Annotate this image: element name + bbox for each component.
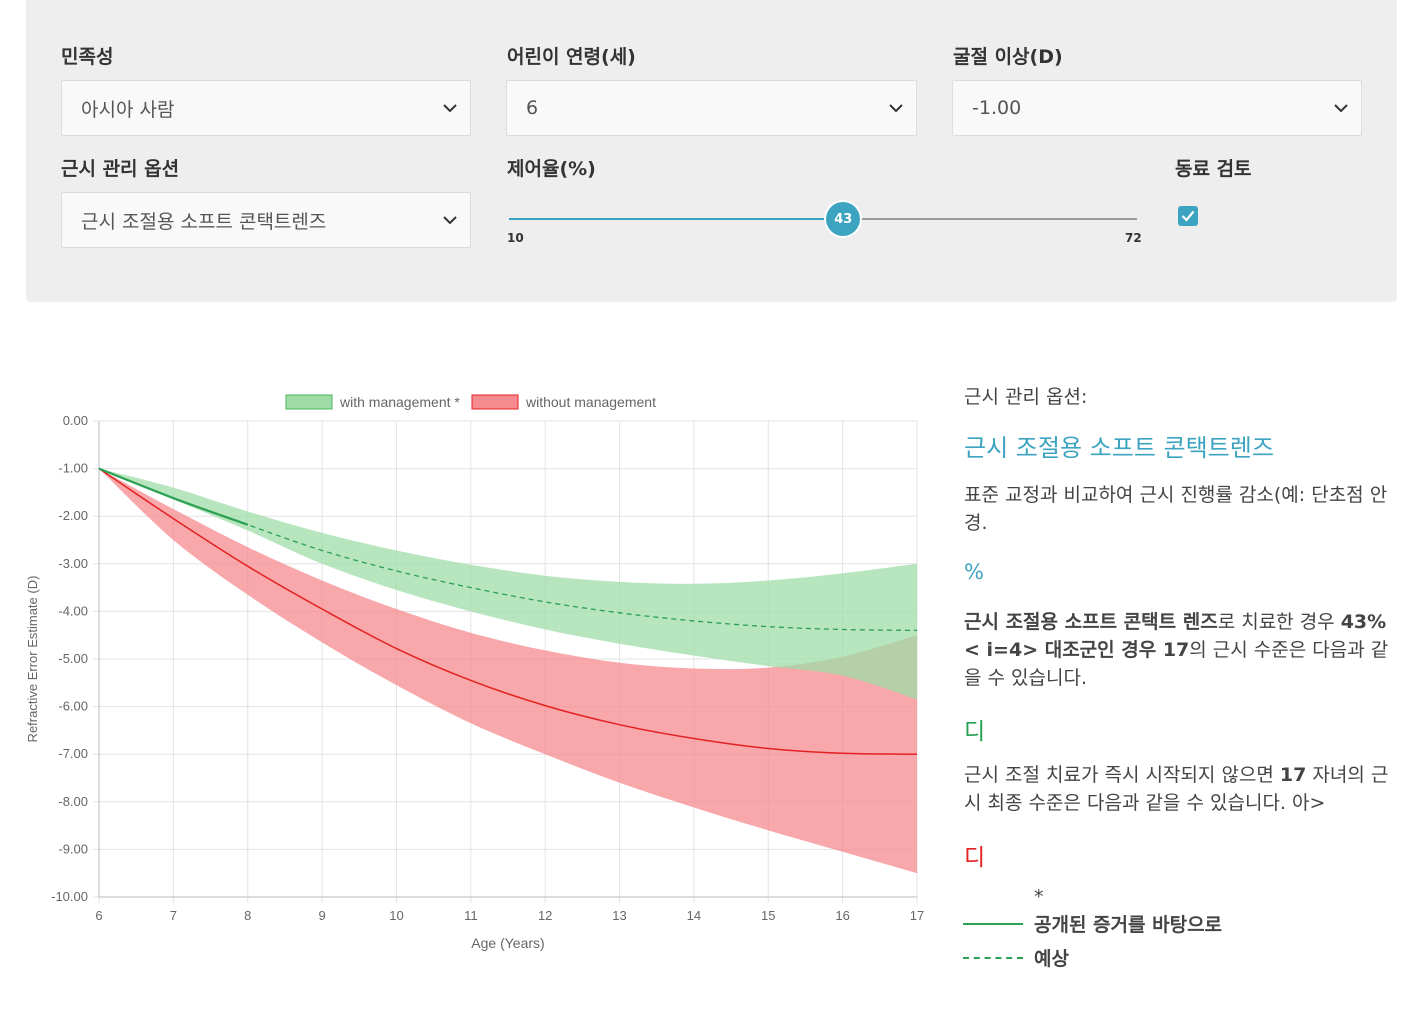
y-tick-label: -10.00 bbox=[51, 889, 88, 904]
y-tick-label: -9.00 bbox=[58, 841, 88, 856]
efficacy-slider-thumb[interactable]: 43 bbox=[826, 202, 861, 236]
legend-asterisk: * bbox=[1034, 886, 1044, 908]
option-description: 표준 교정과 비교하여 근시 진행률 감소(예: 단초점 안경. bbox=[964, 484, 1388, 534]
chevron-down-icon bbox=[1321, 80, 1361, 136]
final-age: 17 bbox=[1279, 764, 1307, 786]
legend-label-without: without management bbox=[525, 394, 656, 410]
legend-swatch-with bbox=[285, 394, 333, 410]
treatment-name: 근시 조절용 소프트 콘택트 렌즈 bbox=[964, 611, 1218, 633]
control-panel bbox=[26, 0, 1397, 302]
x-tick-label: 14 bbox=[687, 908, 701, 923]
y-tick-label: -4.00 bbox=[58, 603, 88, 618]
y-axis-title: Refractive Error Estimate (D) bbox=[25, 576, 40, 743]
slider-min-label: 10 bbox=[507, 231, 524, 245]
x-tick-label: 6 bbox=[95, 908, 102, 923]
legend-label-with: with management * bbox=[339, 394, 460, 410]
y-tick-label: -3.00 bbox=[58, 556, 88, 571]
with-management-line-evidence bbox=[98, 467, 249, 526]
x-axis-title: Age (Years) bbox=[471, 935, 544, 951]
option-title: 근시 조절용 소프트 콘택트렌즈 bbox=[964, 434, 1274, 462]
ethnicity-label: 민족성 bbox=[61, 46, 114, 68]
without-management-text: 근시 조절 치료가 즉시 시작되지 않으면 17 자녀의 근시 최종 수준은 다… bbox=[964, 761, 1399, 817]
with-management-band bbox=[99, 468, 917, 700]
x-tick-label: 15 bbox=[761, 908, 775, 923]
y-tick-label: -8.00 bbox=[58, 794, 88, 809]
efficacy-label: 제어율(%) bbox=[507, 158, 596, 180]
y-tick-label: -6.00 bbox=[58, 699, 88, 714]
y-tick-label: 0.00 bbox=[63, 413, 88, 428]
treatment-text: 로 치료한 경우 bbox=[1217, 611, 1341, 633]
x-tick-label: 11 bbox=[464, 908, 478, 923]
peer-review-label: 동료 검토 bbox=[1175, 158, 1252, 180]
legend-solid-text: 공개된 증거를 바탕으로 bbox=[1034, 914, 1223, 936]
with-management-result: 디 bbox=[964, 719, 986, 745]
peer-review-checkbox[interactable] bbox=[1178, 206, 1198, 226]
management-value: 근시 조절용 소프트 콘택트렌즈 bbox=[81, 210, 327, 233]
x-tick-label: 10 bbox=[389, 908, 403, 923]
option-label: 근시 관리 옵션: bbox=[964, 386, 1088, 408]
slider-max-label: 72 bbox=[1125, 231, 1142, 245]
x-tick-label: 17 bbox=[910, 908, 924, 923]
chevron-down-icon bbox=[430, 192, 470, 248]
checkmark-icon bbox=[1181, 210, 1195, 222]
y-tick-label: -2.00 bbox=[58, 508, 88, 523]
x-tick-label: 16 bbox=[835, 908, 849, 923]
management-label: 근시 관리 옵션 bbox=[61, 158, 180, 180]
percent-symbol: % bbox=[964, 560, 984, 584]
refraction-value: -1.00 bbox=[972, 97, 1022, 119]
solid-line-legend bbox=[963, 923, 1023, 925]
age-select[interactable]: 6 bbox=[506, 80, 917, 136]
age-value: 6 bbox=[526, 97, 539, 119]
x-tick-label: 8 bbox=[244, 908, 251, 923]
chevron-down-icon bbox=[876, 80, 916, 136]
y-tick-label: -5.00 bbox=[58, 651, 88, 666]
without-management-line bbox=[98, 467, 918, 755]
x-tick-label: 13 bbox=[612, 908, 626, 923]
slider-track-filled[interactable] bbox=[509, 218, 844, 220]
management-select[interactable]: 근시 조절용 소프트 콘택트렌즈 bbox=[61, 192, 471, 248]
legend-dashed-text: 예상 bbox=[1034, 948, 1069, 970]
refractive-error-chart: 0.00 -1.00 -2.00 -3.00 -4.00 -5.00 -6.00 -7.00 -… bbox=[25, 394, 924, 951]
age-label: 어린이 연령(세) bbox=[507, 46, 636, 68]
ethnicity-select[interactable]: 아시아 사람 bbox=[61, 80, 471, 136]
with-management-text: 근시 조절용 소프트 콘택트 렌즈로 치료한 경우 43% < i=4> 대조군… bbox=[964, 608, 1399, 692]
y-tick-label: -1.00 bbox=[58, 461, 88, 476]
dashed-line-legend bbox=[963, 957, 1023, 959]
without-management-band bbox=[99, 468, 917, 874]
legend-swatch-without bbox=[471, 394, 519, 410]
x-tick-label: 7 bbox=[170, 908, 177, 923]
slider-track[interactable] bbox=[843, 218, 1137, 220]
refraction-select[interactable]: -1.00 bbox=[952, 80, 1362, 136]
x-tick-label: 12 bbox=[538, 908, 552, 923]
ethnicity-value: 아시아 사람 bbox=[81, 98, 175, 121]
x-tick-label: 9 bbox=[318, 908, 325, 923]
without-management-result: 디 bbox=[964, 845, 986, 871]
without-text-2: 자녀의 근시 최종 수준은 다음과 같을 수 있습니다. 아> bbox=[964, 764, 1389, 814]
outcome-text: 의 근시 수준은 다음과 같을 수 있습니다. bbox=[964, 639, 1389, 689]
efficacy-text: 43% < i=4> 대조군인 경우 17 bbox=[964, 611, 1387, 661]
y-tick-label: -7.00 bbox=[58, 746, 88, 761]
chevron-down-icon bbox=[430, 80, 470, 136]
without-text-1: 근시 조절 치료가 즉시 시작되지 않으면 bbox=[964, 764, 1280, 786]
refraction-label: 굴절 이상(D) bbox=[953, 46, 1063, 68]
